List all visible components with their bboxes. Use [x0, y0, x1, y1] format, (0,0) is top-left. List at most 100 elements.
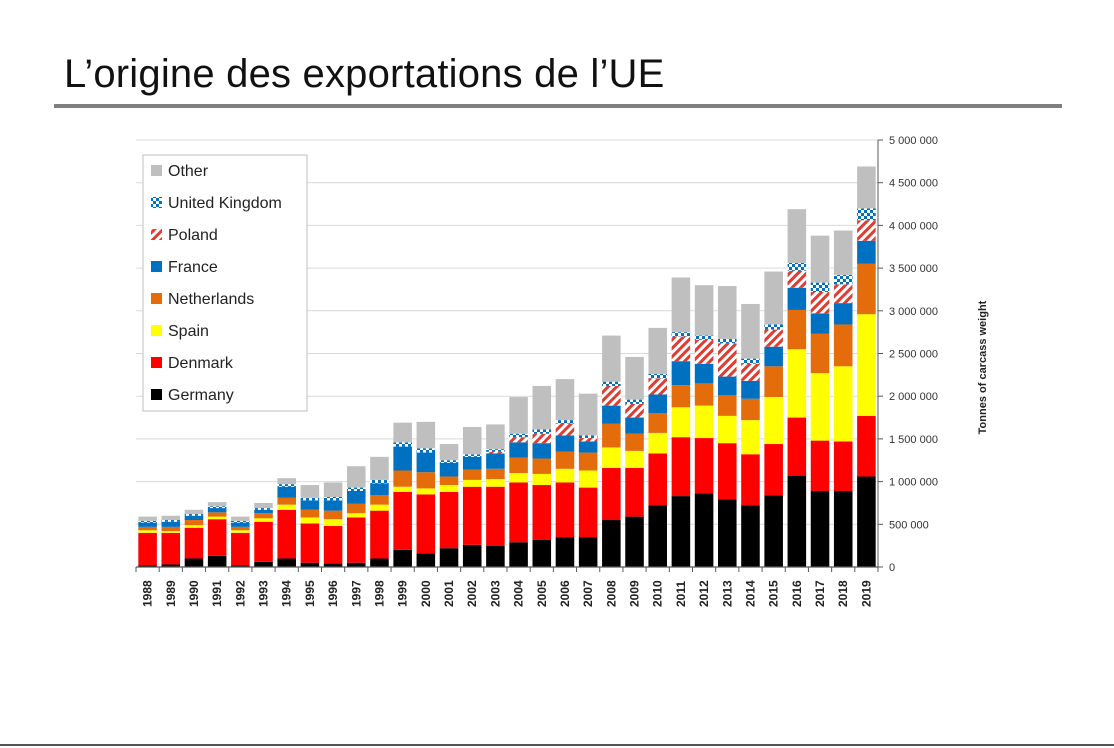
legend-label-poland: Poland [168, 227, 218, 244]
bar-segment-germany-2013 [718, 499, 737, 567]
bar-segment-united-kingdom-1990 [184, 514, 204, 516]
bar-segment-netherlands-2008 [602, 423, 621, 448]
bar-segment-spain-2016 [787, 349, 807, 418]
bar-segment-other-2001 [439, 444, 459, 461]
bar-segment-denmark-2000 [416, 494, 436, 554]
x-tick-label: 2008 [604, 580, 618, 607]
legend-label-france: France [168, 259, 218, 276]
bar-segment-spain-2013 [718, 415, 737, 444]
bar-segment-spain-2010 [648, 432, 667, 454]
bar-segment-netherlands-2019 [857, 263, 876, 315]
title-underline [54, 104, 1062, 108]
bar-segment-france-2000 [416, 452, 436, 473]
bar-segment-germany-1998 [370, 558, 389, 567]
slide-title: L’origine des exportations de l’UE [64, 52, 665, 96]
bar-segment-germany-1989 [161, 564, 181, 567]
bar-segment-other-2013 [718, 286, 737, 339]
bar-segment-poland-2014 [741, 363, 760, 381]
y-tick-label: 2 000 000 [889, 391, 938, 403]
bar-segment-poland-2016 [787, 270, 807, 288]
bar-segment-france-2005 [532, 443, 552, 459]
axes: 0 500 000 1 000 000 1 500 000 2 000 000 2 500… [135, 135, 989, 607]
x-tick-label: 1992 [233, 580, 247, 607]
bar-segment-france-2014 [741, 380, 760, 399]
legend-label-spain: Spain [168, 323, 209, 340]
bar-segment-denmark-1988 [138, 532, 157, 566]
bar-segment-united-kingdom-2008 [602, 381, 621, 386]
x-tick-label: 1996 [326, 580, 340, 607]
bar-segment-germany-2009 [625, 516, 644, 567]
bar-segment-other-2003 [486, 424, 505, 450]
bar-segment-united-kingdom-1993 [254, 508, 273, 510]
bar-segment-germany-1999 [393, 549, 412, 567]
x-tick-label: 2019 [859, 580, 873, 607]
bar-segment-united-kingdom-1999 [393, 442, 412, 447]
bar-segment-germany-2006 [555, 537, 575, 567]
bar-segment-spain-1995 [300, 517, 320, 524]
bar-segment-germany-2007 [578, 537, 598, 567]
bar-segment-united-kingdom-1998 [370, 479, 389, 484]
bar-segment-netherlands-1999 [393, 470, 412, 487]
bar-segment-poland-2008 [602, 385, 621, 406]
bar-segment-other-1996 [323, 482, 343, 497]
bar-segment-spain-2003 [486, 479, 505, 487]
bar-segment-netherlands-2007 [578, 452, 598, 471]
x-tick-label: 1989 [164, 580, 178, 607]
legend-swatch-denmark [151, 357, 162, 368]
bar-segment-france-2008 [602, 405, 621, 424]
bar-segment-other-1992 [231, 516, 250, 521]
legend-swatch-united-kingdom [151, 197, 162, 208]
bar-segment-netherlands-2016 [787, 309, 807, 350]
bar-segment-united-kingdom-2019 [857, 208, 876, 221]
bar-segment-united-kingdom-1996 [323, 496, 343, 501]
bar-segment-germany-2011 [671, 496, 691, 567]
bar-segment-germany-1988 [138, 565, 157, 567]
bar-segment-germany-2005 [532, 539, 552, 567]
bar-segment-other-2002 [462, 426, 482, 455]
bar-segment-united-kingdom-2005 [532, 429, 552, 434]
bar-segment-other-1988 [138, 516, 157, 521]
bar-segment-poland-2019 [857, 220, 876, 241]
bar-segment-other-2008 [602, 335, 621, 382]
x-tick-label: 1994 [280, 580, 294, 607]
bar-segment-denmark-1992 [231, 532, 250, 566]
legend-label-denmark: Denmark [168, 355, 234, 372]
bar-segment-spain-2018 [833, 366, 853, 442]
bar-segment-other-2010 [648, 327, 667, 374]
x-tick-label: 2014 [743, 580, 757, 607]
bar-segment-other-2015 [764, 271, 783, 325]
bar-segment-spain-1996 [323, 519, 343, 527]
bar-segment-denmark-2015 [764, 444, 783, 496]
bar-segment-united-kingdom-2018 [833, 274, 853, 285]
bar-segment-denmark-2017 [810, 440, 830, 491]
bar-segment-poland-2017 [810, 292, 830, 314]
bar-segment-france-2004 [509, 442, 528, 458]
y-axis-title: Tonnes of carcass weight [977, 300, 989, 434]
bar-segment-germany-1992 [231, 565, 250, 567]
y-tick-label: 5 000 000 [889, 135, 938, 147]
bar-segment-other-2017 [810, 235, 830, 283]
bar-segment-united-kingdom-2015 [764, 324, 783, 330]
bar-segment-other-1989 [161, 515, 181, 521]
bar-segment-other-2018 [833, 230, 853, 275]
bar-segment-united-kingdom-2006 [555, 420, 575, 424]
bar-segment-germany-1995 [300, 562, 320, 567]
bar-segment-united-kingdom-2012 [694, 335, 714, 340]
bar-segment-netherlands-2012 [694, 383, 714, 406]
x-tick-label: 1995 [303, 580, 317, 607]
bar-segment-spain-1994 [277, 504, 296, 510]
x-tick-label: 2013 [720, 580, 734, 607]
bar-segment-netherlands-2000 [416, 472, 436, 489]
x-tick-label: 1991 [210, 580, 224, 607]
bar-segment-netherlands-2018 [833, 324, 853, 367]
bar-segment-spain-2017 [810, 373, 830, 441]
bar-segment-netherlands-1994 [277, 497, 296, 505]
bar-segment-denmark-2018 [833, 441, 853, 491]
bar-segment-germany-1993 [254, 561, 273, 567]
bar-segment-poland-2009 [625, 403, 644, 418]
bar-segment-denmark-1989 [161, 532, 181, 565]
bar-segment-united-kingdom-2017 [810, 282, 830, 293]
bar-segment-denmark-2006 [555, 482, 575, 538]
bar-segment-other-2007 [578, 393, 598, 436]
